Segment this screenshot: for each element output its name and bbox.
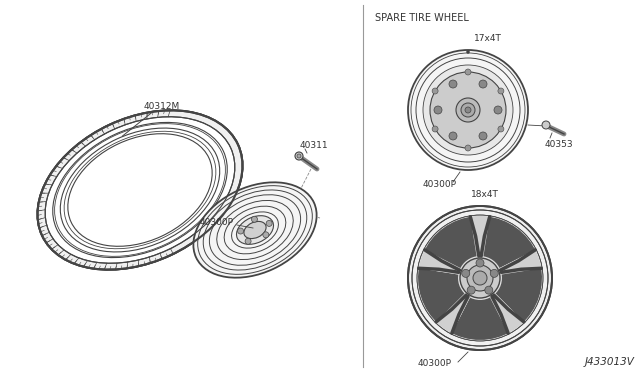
Circle shape bbox=[467, 286, 475, 294]
Text: 40300P: 40300P bbox=[423, 180, 457, 189]
Circle shape bbox=[423, 65, 513, 155]
Circle shape bbox=[297, 154, 301, 158]
Polygon shape bbox=[470, 216, 490, 256]
Circle shape bbox=[465, 69, 471, 75]
Circle shape bbox=[245, 238, 251, 244]
Text: J433013V: J433013V bbox=[585, 357, 635, 367]
Circle shape bbox=[467, 51, 470, 54]
Circle shape bbox=[266, 220, 272, 227]
Polygon shape bbox=[490, 294, 524, 333]
Circle shape bbox=[498, 126, 504, 132]
Circle shape bbox=[460, 258, 500, 298]
Polygon shape bbox=[425, 217, 477, 268]
Circle shape bbox=[490, 269, 499, 278]
Polygon shape bbox=[483, 217, 535, 268]
Circle shape bbox=[461, 269, 470, 278]
Circle shape bbox=[408, 206, 552, 350]
Circle shape bbox=[494, 106, 502, 114]
Circle shape bbox=[465, 107, 471, 113]
Circle shape bbox=[456, 98, 480, 122]
Text: 40311: 40311 bbox=[300, 141, 328, 150]
Text: 40300P: 40300P bbox=[418, 359, 452, 369]
Circle shape bbox=[434, 106, 442, 114]
Text: 40353: 40353 bbox=[545, 140, 573, 148]
Ellipse shape bbox=[244, 221, 266, 238]
Polygon shape bbox=[419, 250, 460, 275]
Polygon shape bbox=[452, 298, 508, 340]
Text: 17x4T: 17x4T bbox=[474, 33, 502, 42]
Polygon shape bbox=[436, 294, 470, 333]
Ellipse shape bbox=[193, 182, 317, 278]
Circle shape bbox=[449, 80, 457, 88]
Circle shape bbox=[430, 72, 506, 148]
Circle shape bbox=[408, 50, 528, 170]
Ellipse shape bbox=[45, 117, 235, 263]
Circle shape bbox=[461, 103, 475, 117]
Ellipse shape bbox=[237, 216, 273, 244]
Circle shape bbox=[252, 216, 257, 222]
Circle shape bbox=[465, 145, 471, 151]
Circle shape bbox=[542, 121, 550, 129]
Ellipse shape bbox=[38, 110, 243, 270]
Circle shape bbox=[432, 126, 438, 132]
Text: 40300P: 40300P bbox=[200, 218, 234, 227]
Circle shape bbox=[473, 271, 487, 285]
Circle shape bbox=[417, 215, 543, 341]
Circle shape bbox=[479, 80, 487, 88]
Circle shape bbox=[263, 232, 269, 238]
Circle shape bbox=[449, 132, 457, 140]
Circle shape bbox=[295, 152, 303, 160]
Polygon shape bbox=[500, 250, 541, 275]
Polygon shape bbox=[418, 268, 465, 322]
Circle shape bbox=[432, 88, 438, 94]
Circle shape bbox=[237, 228, 244, 234]
Text: 18x4T: 18x4T bbox=[471, 189, 499, 199]
Circle shape bbox=[479, 132, 487, 140]
Circle shape bbox=[485, 286, 493, 294]
Circle shape bbox=[498, 88, 504, 94]
Circle shape bbox=[467, 265, 493, 291]
Text: 40312M: 40312M bbox=[144, 102, 180, 110]
Ellipse shape bbox=[38, 110, 243, 270]
Polygon shape bbox=[495, 268, 542, 322]
Text: SPARE TIRE WHEEL: SPARE TIRE WHEEL bbox=[375, 13, 469, 23]
Circle shape bbox=[476, 259, 484, 267]
